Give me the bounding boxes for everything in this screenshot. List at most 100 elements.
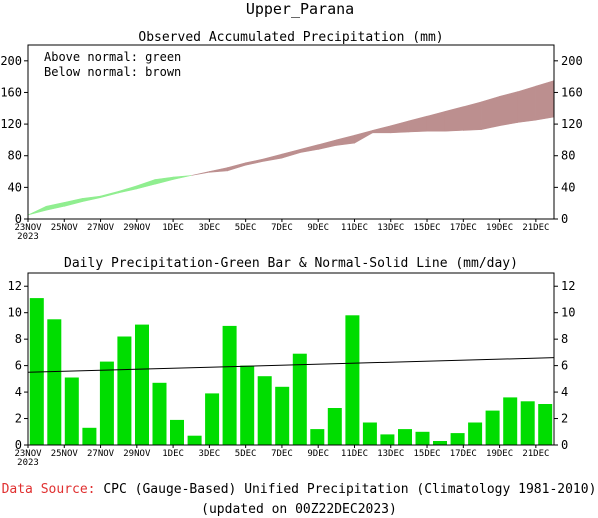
accumulated-ytick-label-left: 120 bbox=[0, 117, 22, 131]
below-normal-segment bbox=[227, 162, 246, 172]
daily-xtick-label: 9DEC bbox=[307, 449, 329, 459]
daily-precip-bar bbox=[380, 434, 395, 445]
accumulated-xtick-label: 17DEC bbox=[450, 223, 477, 233]
daily-precip-bar bbox=[240, 365, 255, 445]
daily-precip-bar bbox=[170, 419, 184, 445]
data-source-label: Data Source: bbox=[1, 482, 96, 497]
accumulated-precipitation-chart: Observed Accumulated Precipitation (mm) … bbox=[0, 30, 582, 242]
daily-xtick-label: 5DEC bbox=[235, 449, 257, 459]
above-normal-segment bbox=[118, 185, 138, 194]
above-normal-segment bbox=[45, 202, 65, 211]
accumulated-xtick-label: 27NOV bbox=[87, 223, 115, 233]
daily-precip-bar bbox=[205, 393, 220, 445]
legend-above: Above normal: green bbox=[44, 50, 181, 64]
below-normal-segment bbox=[372, 125, 392, 134]
daily-precip-bar bbox=[292, 353, 307, 445]
below-normal-segment bbox=[245, 158, 265, 166]
daily-xtick-label: 23NOV bbox=[14, 449, 42, 459]
accumulated-xtick-label: 21DEC bbox=[522, 223, 549, 233]
below-normal-segment bbox=[535, 80, 555, 121]
daily-xtick-label: 19DEC bbox=[486, 449, 513, 459]
daily-precip-bar bbox=[398, 429, 412, 445]
accumulated-xtick-label: 11DEC bbox=[341, 223, 368, 233]
daily-precip-bar bbox=[345, 315, 360, 445]
accumulated-xtick-label: 29NOV bbox=[123, 223, 151, 233]
daily-xtick-label: 1DEC bbox=[162, 449, 184, 459]
accumulated-xtick-label: 5DEC bbox=[235, 223, 257, 233]
accumulated-ytick-label-left: 80 bbox=[8, 149, 22, 163]
accumulated-ytick-label-left: 0 bbox=[15, 212, 22, 226]
daily-precip-bar bbox=[485, 410, 500, 445]
daily-precip-bar bbox=[450, 433, 465, 445]
accumulated-ytick-label-right: 160 bbox=[561, 85, 583, 99]
page-title: Upper_Parana bbox=[246, 0, 354, 18]
below-normal-segment bbox=[281, 149, 301, 159]
daily-precip-bar bbox=[310, 429, 325, 445]
daily-ytick-label-right: 8 bbox=[561, 332, 568, 346]
daily-precip-bar bbox=[222, 325, 237, 445]
above-normal-segment bbox=[64, 198, 83, 207]
accumulated-ytick-label-left: 40 bbox=[8, 180, 22, 194]
daily-precip-bar bbox=[135, 324, 149, 445]
above-normal-segment bbox=[172, 175, 192, 180]
above-normal-segment bbox=[154, 176, 174, 185]
daily-xtick-label: 11DEC bbox=[341, 449, 368, 459]
daily-xtick-label: 15DEC bbox=[413, 449, 440, 459]
accumulated-xtick-label: 13DEC bbox=[377, 223, 404, 233]
daily-precip-bar bbox=[468, 422, 483, 445]
daily-xtick-label: 3DEC bbox=[199, 449, 221, 459]
accumulated-xtick-label: 19DEC bbox=[486, 223, 513, 233]
daily-precip-bar bbox=[362, 422, 377, 445]
daily-xtick-label: 7DEC bbox=[271, 449, 293, 459]
daily-precipitation-chart: Daily Precipitation-Green Bar & Normal-S… bbox=[8, 256, 576, 468]
accumulated-ytick-label-right: 200 bbox=[561, 54, 583, 68]
data-source-line: Data Source: CPC (Gauge-Based) Unified P… bbox=[0, 482, 598, 497]
daily-precip-bar bbox=[275, 386, 290, 445]
accumulated-xtick-label: 3DEC bbox=[199, 223, 221, 233]
accumulated-xtick-label: 15DEC bbox=[413, 223, 440, 233]
accumulated-xtick-label: 25NOV bbox=[51, 223, 79, 233]
daily-ytick-label-right: 4 bbox=[561, 385, 568, 399]
accumulated-xtick-label: 7DEC bbox=[271, 223, 293, 233]
below-normal-segment bbox=[354, 130, 373, 144]
daily-ytick-label-left: 12 bbox=[8, 279, 22, 293]
accumulated-chart-title: Observed Accumulated Precipitation (mm) bbox=[138, 30, 443, 45]
daily-chart-title: Daily Precipitation-Green Bar & Normal-S… bbox=[64, 256, 518, 271]
daily-precip-bar bbox=[257, 376, 272, 445]
below-normal-segment bbox=[499, 91, 518, 127]
below-normal-segment bbox=[426, 111, 446, 132]
daily-ytick-label-right: 6 bbox=[561, 359, 568, 373]
daily-precip-bar bbox=[503, 397, 518, 445]
daily-precip-bar bbox=[47, 319, 62, 445]
daily-ytick-label-right: 0 bbox=[561, 438, 568, 452]
daily-xtick-label: 17DEC bbox=[450, 449, 477, 459]
below-normal-segment bbox=[463, 101, 482, 131]
above-normal-segment bbox=[136, 179, 156, 190]
below-normal-segment bbox=[299, 144, 319, 153]
daily-ytick-label-left: 4 bbox=[15, 385, 22, 399]
daily-precip-bar bbox=[82, 427, 97, 445]
legend-below: Below normal: brown bbox=[44, 65, 181, 79]
normal-precip-line bbox=[27, 357, 555, 373]
below-normal-segment bbox=[390, 120, 410, 134]
daily-ytick-label-left: 2 bbox=[15, 412, 22, 426]
daily-precip-bar bbox=[415, 431, 430, 445]
accumulated-ytick-label-right: 120 bbox=[561, 117, 583, 131]
below-normal-segment bbox=[263, 153, 283, 162]
daily-precip-bar bbox=[520, 401, 535, 445]
accumulated-xtick-label: 1DEC bbox=[162, 223, 184, 233]
accumulated-xtick-label: 23NOV bbox=[14, 223, 42, 233]
daily-precip-bar bbox=[187, 435, 202, 445]
accumulated-ytick-label-right: 40 bbox=[561, 180, 575, 194]
daily-xtick-label: 29NOV bbox=[123, 449, 151, 459]
daily-ytick-label-right: 12 bbox=[561, 279, 575, 293]
below-normal-segment bbox=[317, 139, 337, 150]
daily-xtick-label: 27NOV bbox=[87, 449, 115, 459]
daily-precip-bar bbox=[99, 361, 114, 445]
below-normal-segment bbox=[191, 171, 210, 176]
daily-precip-bar bbox=[538, 404, 553, 445]
accumulated-ytick-label-right: 0 bbox=[561, 212, 568, 226]
above-normal-segment bbox=[82, 195, 101, 202]
data-source-text: CPC (Gauge-Based) Unified Precipitation … bbox=[103, 482, 597, 497]
